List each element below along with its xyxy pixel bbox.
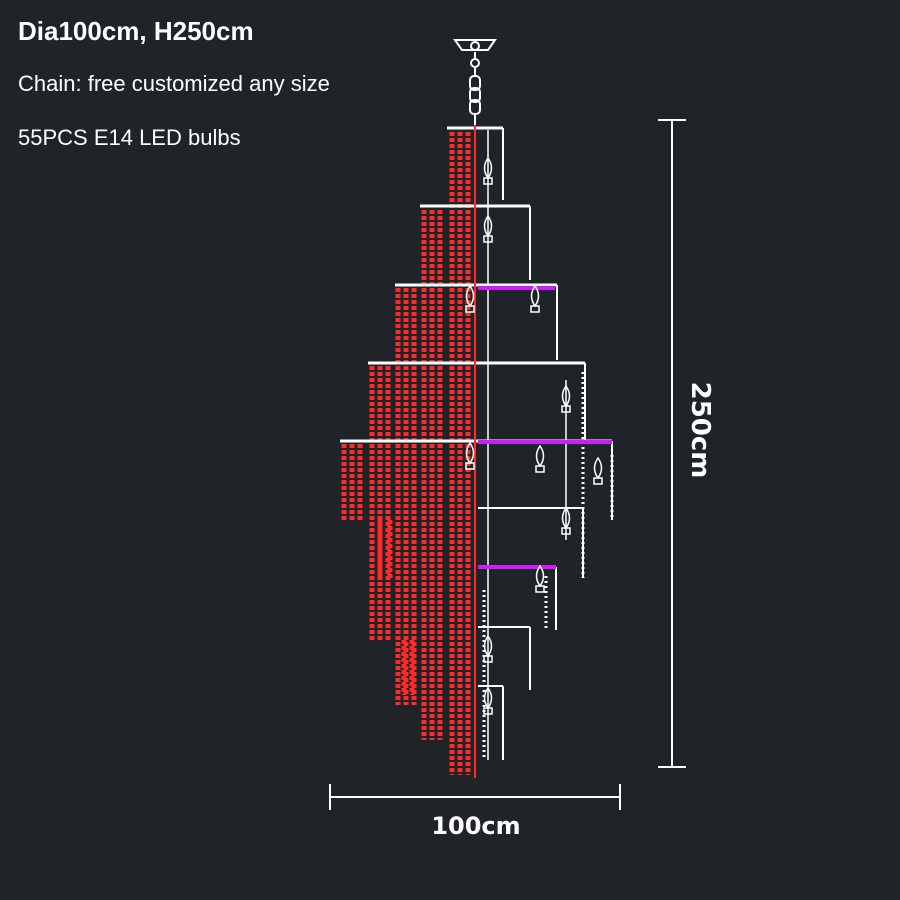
width-dimension bbox=[329, 784, 621, 810]
bulb-socket bbox=[483, 707, 493, 715]
bulb-socket bbox=[561, 527, 571, 535]
bulb-socket bbox=[483, 655, 493, 663]
width-label: 100cm bbox=[431, 812, 520, 840]
spec-chain: Chain: free customized any size bbox=[18, 71, 330, 96]
bulb-socket bbox=[465, 305, 475, 313]
accent-rails bbox=[478, 286, 612, 569]
ceiling-canopy bbox=[453, 39, 497, 75]
bulb-group bbox=[465, 156, 603, 715]
bulb-socket bbox=[483, 177, 493, 185]
spec-title: Dia100cm, H250cm bbox=[18, 16, 254, 46]
bulb-socket bbox=[535, 465, 545, 473]
bulb-socket bbox=[561, 405, 571, 413]
height-label: 250cm bbox=[685, 382, 715, 479]
spec-bulbs: 55PCS E14 LED bulbs bbox=[18, 125, 241, 150]
bulb-icon bbox=[593, 456, 603, 480]
bulb-icon bbox=[535, 444, 545, 468]
bulb-socket bbox=[465, 462, 475, 470]
bulb-socket bbox=[530, 305, 540, 313]
height-dimension bbox=[658, 119, 686, 768]
bulb-socket bbox=[535, 585, 545, 593]
bulb-socket bbox=[483, 235, 493, 243]
crystal-curtain bbox=[341, 132, 614, 775]
chain bbox=[469, 75, 481, 126]
bulb-socket bbox=[593, 477, 603, 485]
